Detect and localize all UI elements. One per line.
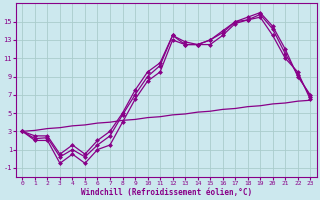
- X-axis label: Windchill (Refroidissement éolien,°C): Windchill (Refroidissement éolien,°C): [81, 188, 252, 197]
